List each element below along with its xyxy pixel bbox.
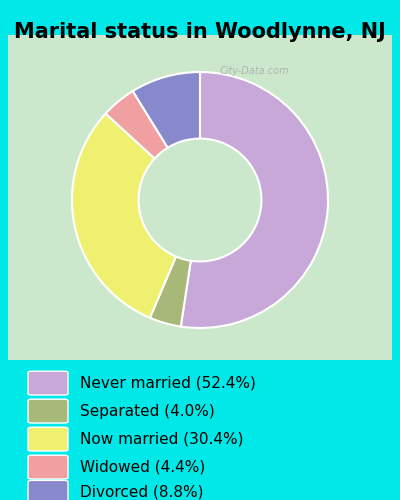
Wedge shape xyxy=(72,114,176,318)
Text: City-Data.com: City-Data.com xyxy=(220,66,290,76)
Text: Now married (30.4%): Now married (30.4%) xyxy=(80,432,244,446)
Wedge shape xyxy=(106,91,168,158)
FancyBboxPatch shape xyxy=(28,427,68,451)
Wedge shape xyxy=(181,72,328,328)
FancyBboxPatch shape xyxy=(28,455,68,479)
Wedge shape xyxy=(133,72,200,148)
Text: Separated (4.0%): Separated (4.0%) xyxy=(80,404,215,418)
Text: Never married (52.4%): Never married (52.4%) xyxy=(80,376,256,390)
FancyBboxPatch shape xyxy=(28,399,68,423)
Text: Marital status in Woodlynne, NJ: Marital status in Woodlynne, NJ xyxy=(14,22,386,42)
Wedge shape xyxy=(150,256,191,326)
FancyBboxPatch shape xyxy=(28,371,68,395)
Text: Widowed (4.4%): Widowed (4.4%) xyxy=(80,460,205,474)
FancyBboxPatch shape xyxy=(28,480,68,500)
Text: Divorced (8.8%): Divorced (8.8%) xyxy=(80,485,204,500)
